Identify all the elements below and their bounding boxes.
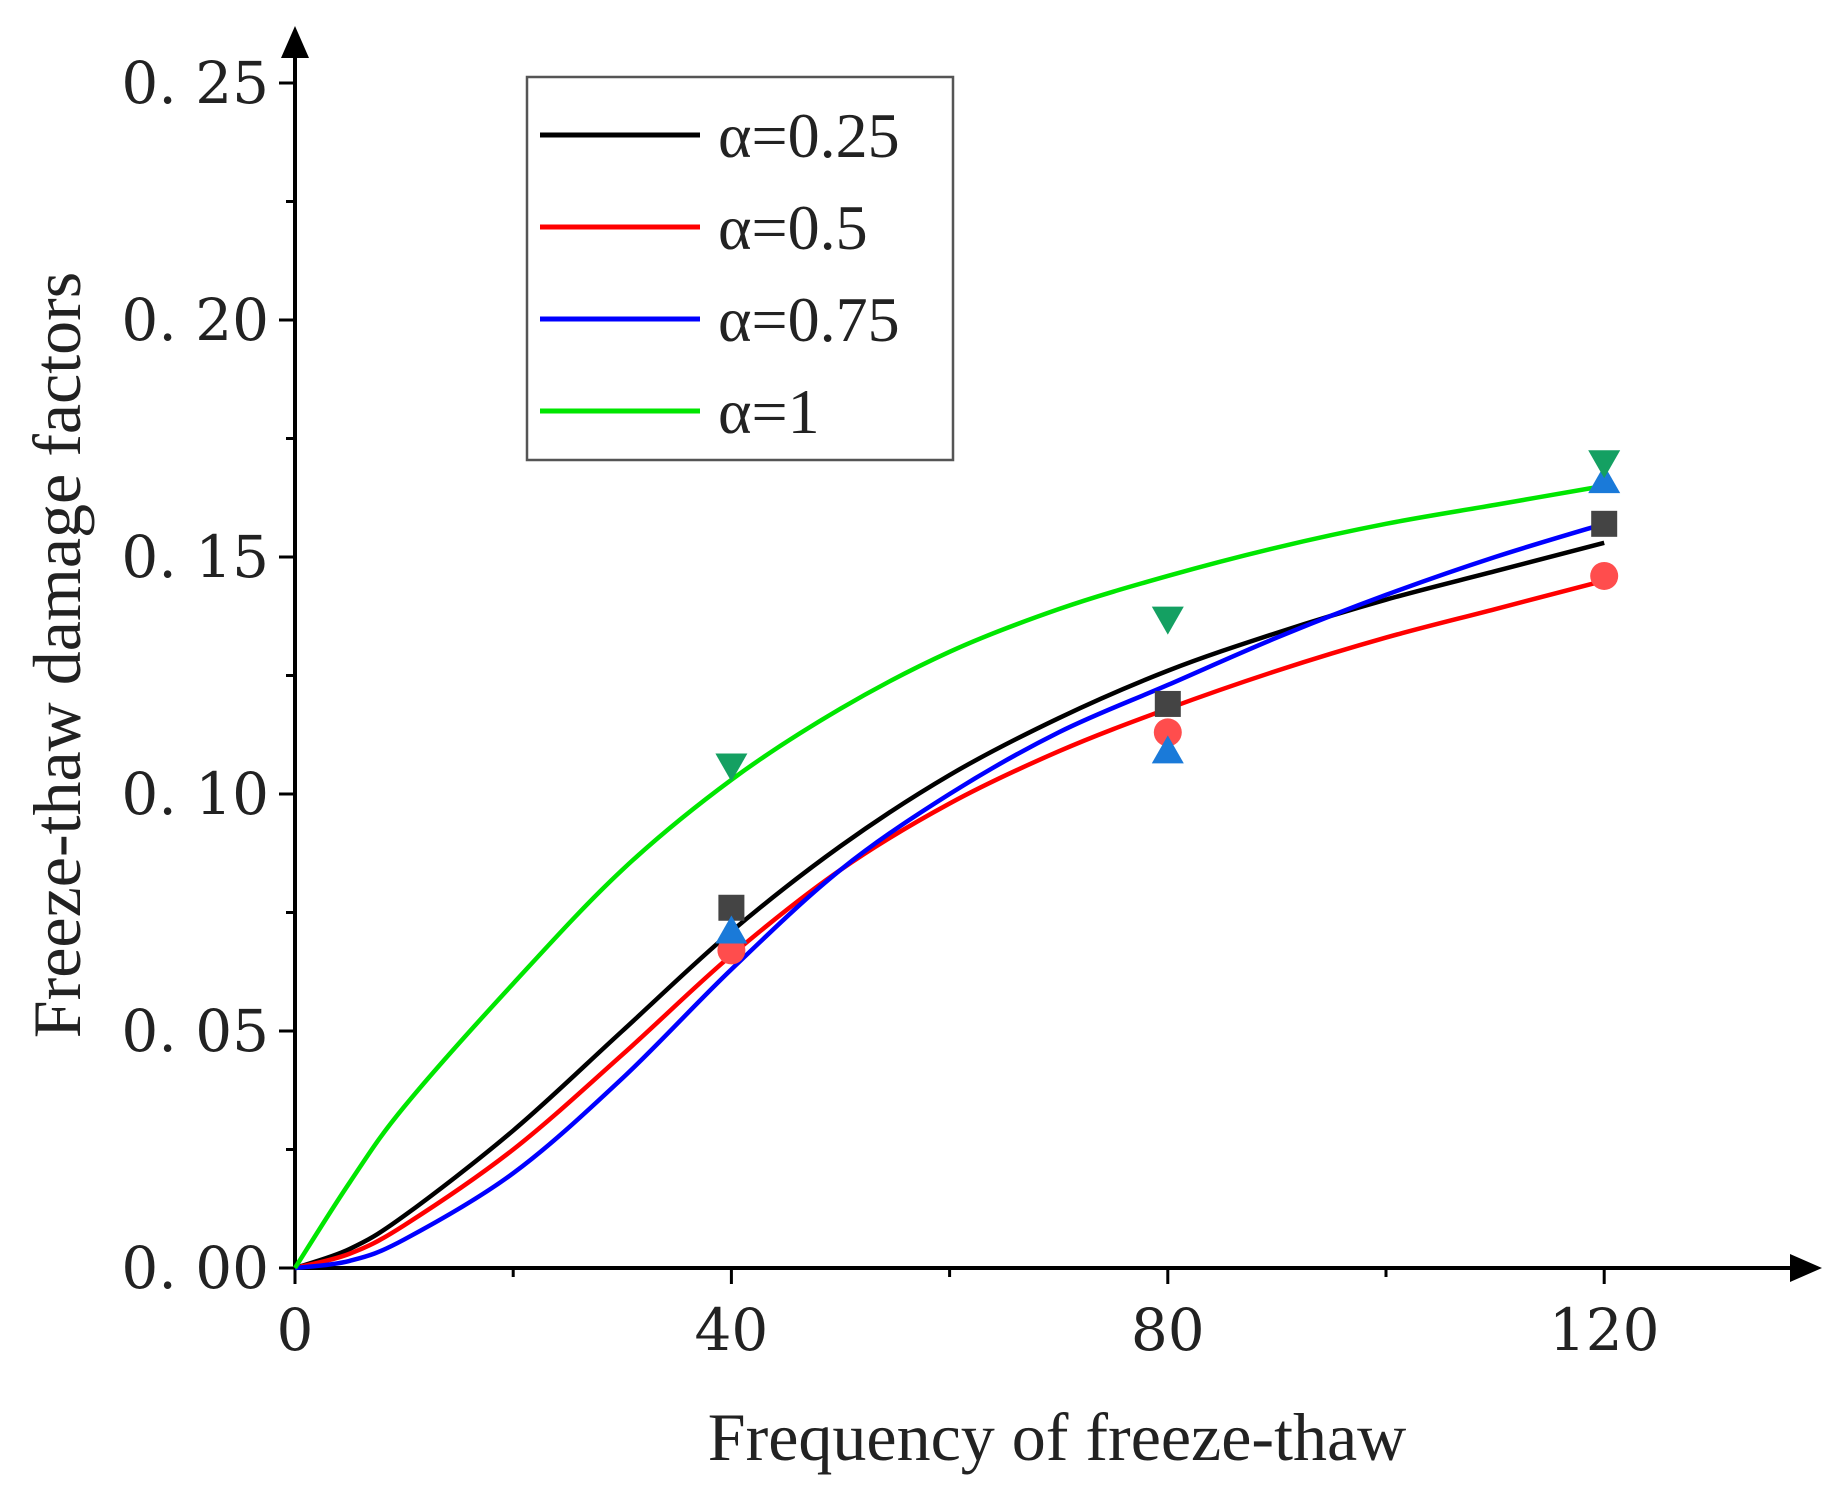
x-tick-label: 0 xyxy=(277,1296,314,1364)
markers-group xyxy=(715,450,1621,965)
data-point-series-4 xyxy=(1588,450,1621,479)
y-axis-title: Freeze-thaw damage factors xyxy=(19,272,95,1038)
x-axis-title: Frequency of freeze-thaw xyxy=(708,1399,1407,1475)
y-tick-label: 0. 25 xyxy=(121,49,269,117)
fit-curve-series-4 xyxy=(293,483,1605,1270)
y-tick-label: 0. 00 xyxy=(121,1234,269,1302)
y-tick-label: 0. 10 xyxy=(121,760,269,828)
fit-curve-series-2 xyxy=(294,578,1605,1271)
ticks-group: 0. 00 0. 05 0. 10 0. 15 0. 20 0. 25 0 40 80 120 xyxy=(121,49,1659,1364)
data-point-series-3 xyxy=(715,915,748,944)
legend-label-series-1: α=0.25 xyxy=(718,100,900,171)
data-point-series-4 xyxy=(1151,606,1184,635)
data-point-series-3 xyxy=(1151,735,1184,764)
axes-group xyxy=(281,26,1822,1282)
y-tick-label: 0. 15 xyxy=(121,523,269,591)
x-axis-arrow xyxy=(1790,1254,1822,1282)
x-tick-label: 80 xyxy=(1131,1296,1205,1364)
fit-curve-series-3 xyxy=(294,521,1605,1271)
legend-label-series-4: α=1 xyxy=(718,376,820,447)
legend: α=0.25 α=0.5 α=0.75 α=1 xyxy=(525,75,955,462)
y-tick-label: 0. 20 xyxy=(121,286,269,354)
x-tick-label: 40 xyxy=(694,1296,768,1364)
data-point-series-4 xyxy=(715,753,748,782)
legend-box xyxy=(525,75,955,462)
data-point-series-2 xyxy=(1153,718,1182,747)
data-point-series-1 xyxy=(1591,510,1618,537)
fit-curve-series-1 xyxy=(294,540,1605,1271)
data-point-series-1 xyxy=(1154,690,1181,717)
legend-label-series-2: α=0.5 xyxy=(718,192,868,263)
data-point-series-3 xyxy=(1588,465,1621,494)
x-tick-label: 120 xyxy=(1549,1296,1660,1364)
y-axis-arrow xyxy=(281,26,309,58)
data-point-series-2 xyxy=(1590,561,1619,590)
y-tick-label: 0. 05 xyxy=(121,997,269,1065)
curves-group xyxy=(293,483,1605,1271)
legend-label-series-3: α=0.75 xyxy=(718,284,900,355)
